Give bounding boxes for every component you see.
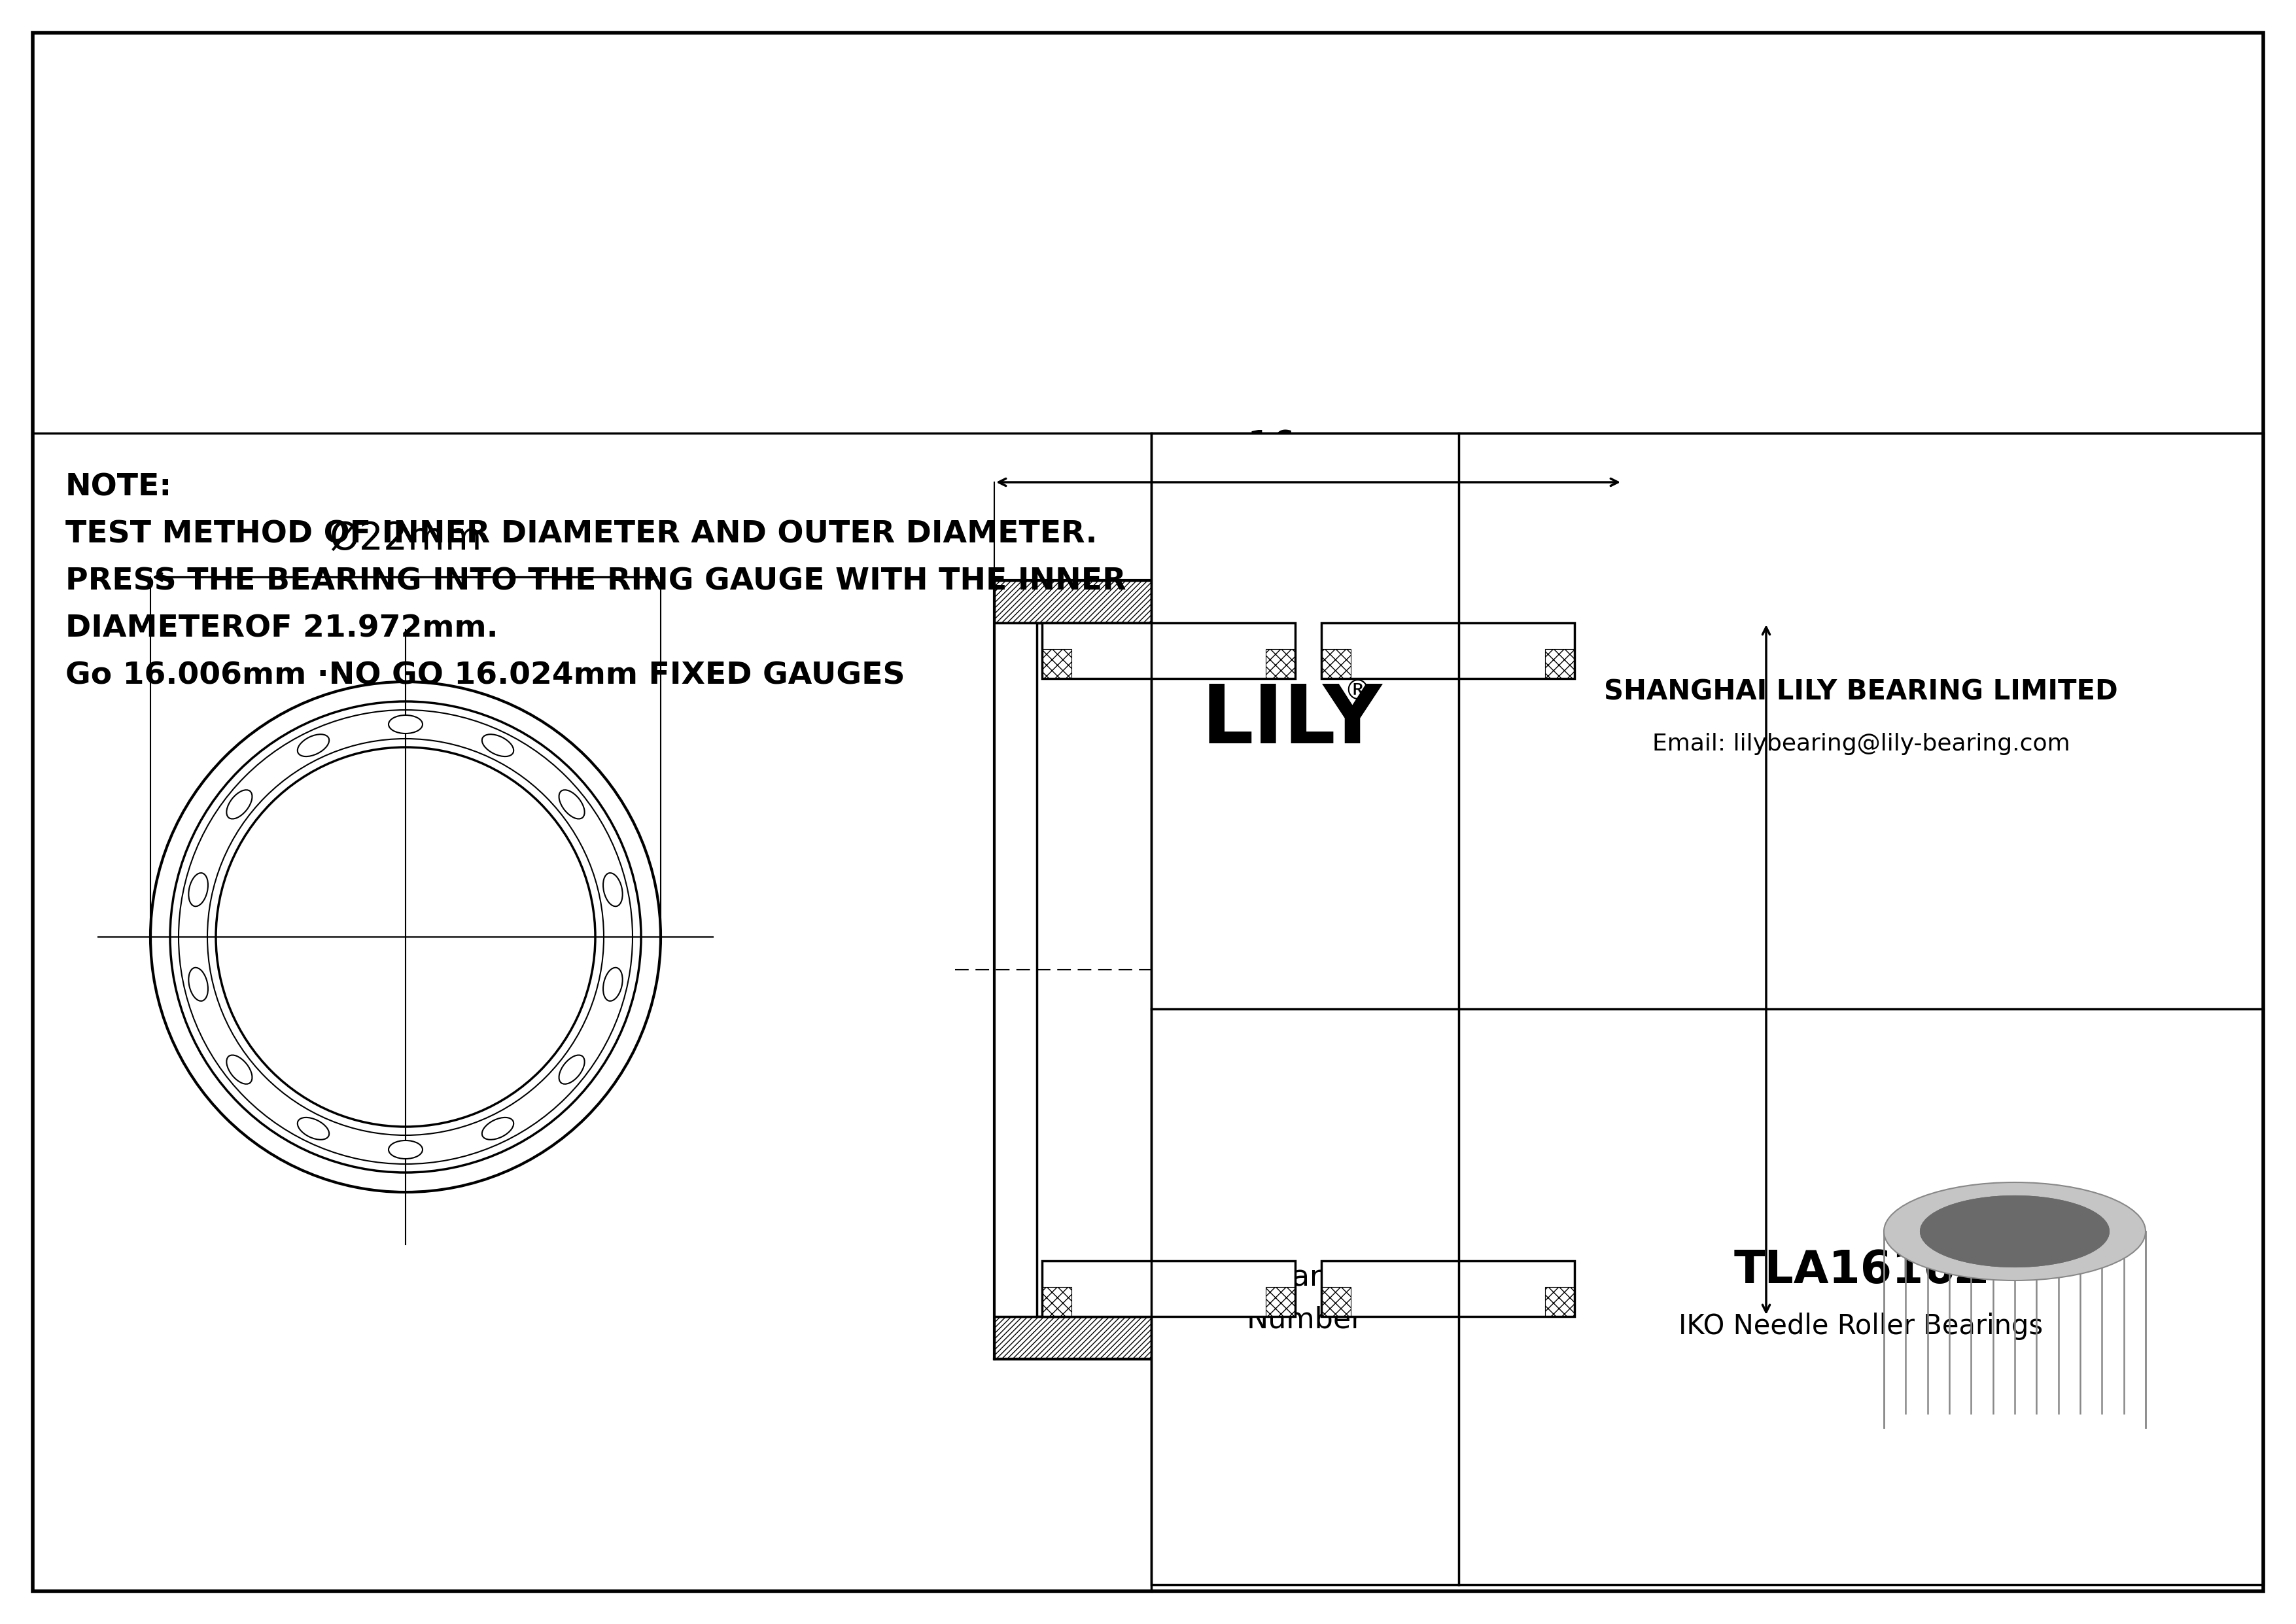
Text: Number: Number bbox=[1247, 1306, 1364, 1333]
Ellipse shape bbox=[1919, 1197, 2110, 1267]
Ellipse shape bbox=[227, 1056, 253, 1085]
Ellipse shape bbox=[1919, 1197, 2110, 1267]
Ellipse shape bbox=[558, 789, 585, 818]
Bar bbox=[1265, 1288, 1295, 1317]
Text: TLA1616Z: TLA1616Z bbox=[1733, 1249, 1988, 1293]
Text: NOTE:: NOTE: bbox=[64, 473, 172, 502]
Ellipse shape bbox=[558, 1056, 585, 1085]
Text: 16mm: 16mm bbox=[1247, 429, 1371, 466]
Text: 16mm: 16mm bbox=[1786, 908, 1823, 1031]
Ellipse shape bbox=[298, 734, 328, 757]
Ellipse shape bbox=[1885, 1182, 2144, 1280]
Bar bbox=[994, 1317, 1623, 1359]
Ellipse shape bbox=[188, 874, 209, 906]
Bar bbox=[1320, 1260, 1575, 1317]
Bar bbox=[1042, 650, 1072, 679]
Text: IKO Needle Roller Bearings: IKO Needle Roller Bearings bbox=[1678, 1312, 2043, 1340]
Bar bbox=[1042, 1260, 1295, 1317]
Bar bbox=[994, 624, 1038, 1317]
Ellipse shape bbox=[482, 734, 514, 757]
Text: Go 16.006mm ·NO GO 16.024mm FIXED GAUGES: Go 16.006mm ·NO GO 16.024mm FIXED GAUGES bbox=[64, 661, 905, 690]
Bar bbox=[1320, 1288, 1350, 1317]
Bar bbox=[1580, 624, 1623, 1317]
Text: PRESS THE BEARING INTO THE RING GAUGE WITH THE INNER: PRESS THE BEARING INTO THE RING GAUGE WI… bbox=[64, 567, 1125, 596]
Text: Email: lilybearing@lily-bearing.com: Email: lilybearing@lily-bearing.com bbox=[1653, 732, 2071, 755]
Ellipse shape bbox=[227, 789, 253, 818]
Text: Ø22mm: Ø22mm bbox=[328, 520, 482, 557]
Bar bbox=[1265, 650, 1295, 679]
Bar bbox=[1545, 650, 1575, 679]
Text: Part: Part bbox=[1277, 1263, 1334, 1291]
Ellipse shape bbox=[1885, 1379, 2144, 1476]
Bar bbox=[1320, 624, 1575, 679]
Text: SHANGHAI LILY BEARING LIMITED: SHANGHAI LILY BEARING LIMITED bbox=[1605, 677, 2117, 705]
Bar bbox=[1042, 624, 1295, 679]
Ellipse shape bbox=[388, 1140, 422, 1160]
Text: ®: ® bbox=[1343, 677, 1371, 705]
Bar bbox=[1150, 434, 2264, 1585]
Ellipse shape bbox=[482, 1117, 514, 1140]
Ellipse shape bbox=[298, 1117, 328, 1140]
Ellipse shape bbox=[604, 968, 622, 1000]
Polygon shape bbox=[1885, 1231, 2144, 1427]
Ellipse shape bbox=[388, 715, 422, 734]
Text: LILY: LILY bbox=[1201, 682, 1382, 760]
Text: DIAMETEROF 21.972mm.: DIAMETEROF 21.972mm. bbox=[64, 614, 498, 643]
Bar bbox=[994, 580, 1623, 624]
Bar bbox=[1545, 1288, 1575, 1317]
Ellipse shape bbox=[1885, 1379, 2144, 1476]
Ellipse shape bbox=[188, 968, 209, 1000]
Text: TEST METHOD OF INNER DIAMETER AND OUTER DIAMETER.: TEST METHOD OF INNER DIAMETER AND OUTER … bbox=[64, 520, 1097, 549]
Ellipse shape bbox=[604, 874, 622, 906]
Bar bbox=[1320, 650, 1350, 679]
Bar bbox=[1042, 1288, 1072, 1317]
